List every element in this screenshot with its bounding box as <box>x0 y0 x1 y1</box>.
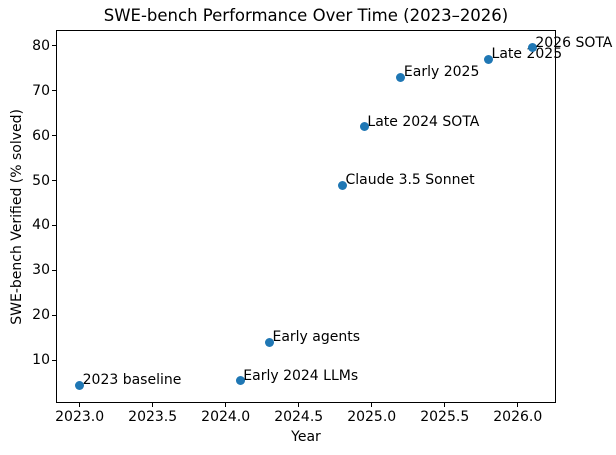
y-tick-label: 20 <box>32 307 50 324</box>
x-tick-label: 2026.0 <box>493 409 543 425</box>
x-tick-mark <box>79 403 81 407</box>
x-tick-mark <box>517 403 519 407</box>
y-tick-mark <box>52 90 56 92</box>
y-tick-mark <box>52 45 56 47</box>
x-tick-mark <box>225 403 227 407</box>
x-tick-label: 2025.5 <box>420 409 470 425</box>
x-tick-mark <box>371 403 373 407</box>
point-label: Early 2025 <box>403 64 480 81</box>
x-tick-mark <box>298 403 300 407</box>
scatter-point <box>235 376 245 386</box>
point-label: 2023 baseline <box>82 372 182 389</box>
y-tick-label: 80 <box>32 37 50 54</box>
y-tick-mark <box>52 180 56 182</box>
x-tick-label: 2023.5 <box>128 409 178 425</box>
x-tick-mark <box>152 403 154 407</box>
plot-area <box>56 30 556 403</box>
point-label: 2026 SOTA <box>535 34 613 51</box>
chart-title: SWE-bench Performance Over Time (2023–20… <box>103 6 509 25</box>
x-axis-label: Year <box>291 429 321 445</box>
scatter-point <box>359 122 369 132</box>
scatter-point <box>338 180 347 190</box>
y-tick-label: 60 <box>32 127 50 144</box>
y-tick-mark <box>52 269 56 271</box>
y-tick-mark <box>52 135 56 137</box>
point-label: Early agents <box>272 329 361 346</box>
y-tick-mark <box>52 314 56 316</box>
point-label: Late 2025 <box>491 46 563 63</box>
scatter-point <box>396 72 406 82</box>
x-tick-label: 2025.0 <box>347 409 397 425</box>
point-label: Claude 3.5 Sonnet <box>345 172 475 189</box>
y-tick-label: 10 <box>32 352 50 369</box>
y-tick-mark <box>52 224 56 226</box>
point-label: Late 2024 SOTA <box>367 113 480 130</box>
y-tick-mark <box>52 359 56 361</box>
scatter-point <box>264 337 274 347</box>
x-tick-mark <box>444 403 446 407</box>
x-tick-label: 2023.0 <box>55 409 105 425</box>
x-tick-label: 2024.0 <box>201 409 251 425</box>
y-tick-label: 40 <box>32 217 50 234</box>
x-tick-label: 2024.5 <box>274 409 324 425</box>
scatter-point <box>527 43 537 53</box>
scatter-point <box>75 380 85 390</box>
y-tick-label: 50 <box>32 172 50 189</box>
point-label: Early 2024 LLMs <box>243 367 359 384</box>
y-tick-label: 30 <box>32 262 50 279</box>
y-tick-label: 70 <box>32 82 50 99</box>
scatter-point <box>484 54 494 64</box>
